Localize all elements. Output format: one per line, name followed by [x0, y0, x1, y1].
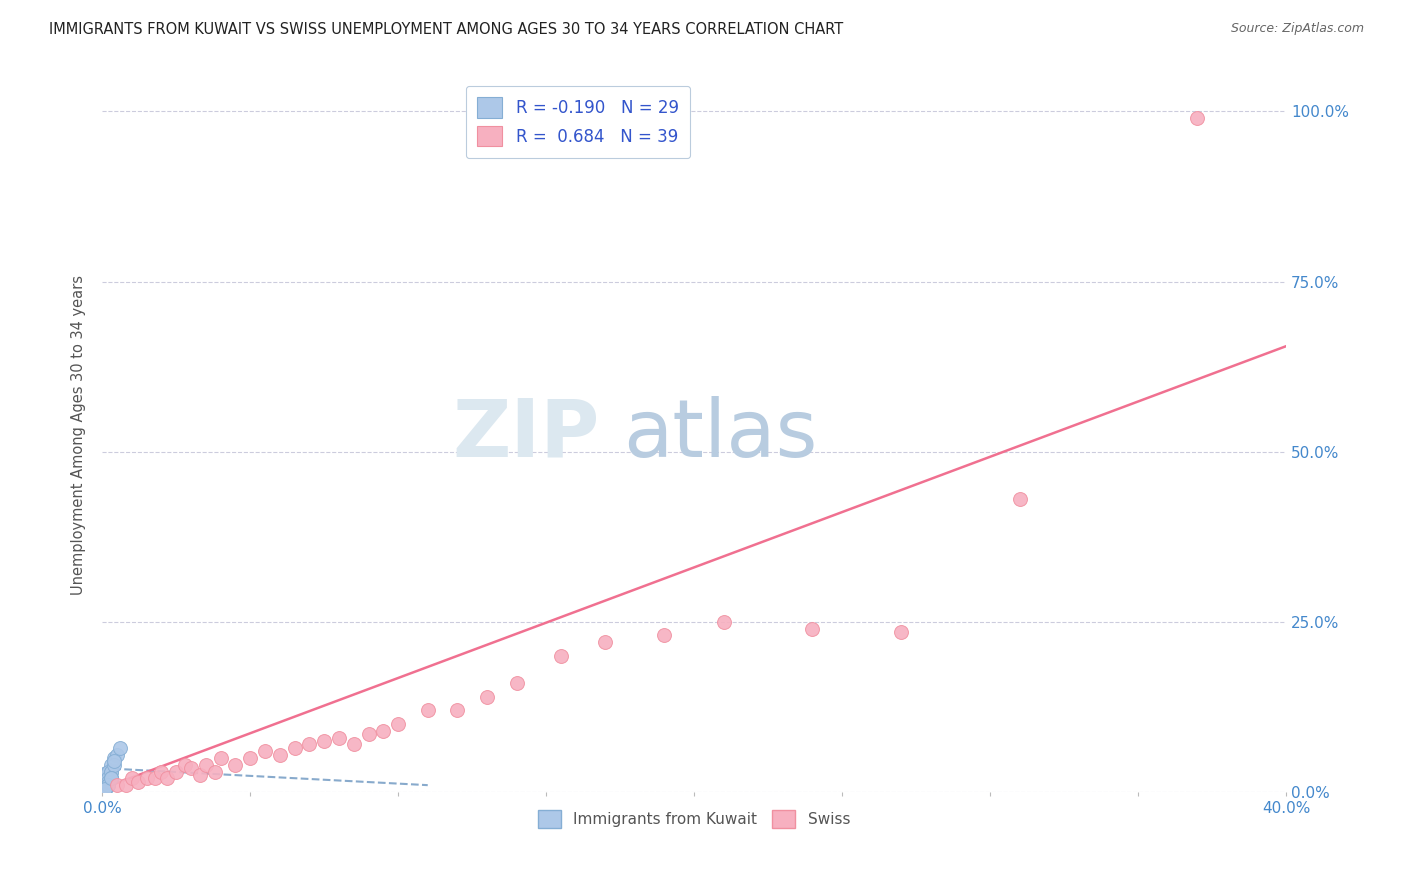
Point — [269, 747, 291, 762]
Point — [298, 737, 321, 751]
Point — [97, 778, 120, 792]
Point — [343, 737, 366, 751]
Text: IMMIGRANTS FROM KUWAIT VS SWISS UNEMPLOYMENT AMONG AGES 30 TO 34 YEARS CORRELATI: IMMIGRANTS FROM KUWAIT VS SWISS UNEMPLOY… — [49, 22, 844, 37]
Point — [801, 622, 824, 636]
Point — [108, 740, 131, 755]
Point — [100, 764, 122, 779]
Point — [595, 635, 617, 649]
Point — [97, 764, 120, 779]
Point — [94, 781, 117, 796]
Point — [180, 761, 202, 775]
Point — [97, 772, 120, 786]
Y-axis label: Unemployment Among Ages 30 to 34 years: Unemployment Among Ages 30 to 34 years — [72, 275, 86, 595]
Point — [475, 690, 498, 704]
Point — [156, 772, 179, 786]
Point — [94, 781, 117, 796]
Point — [94, 778, 117, 792]
Legend: Immigrants from Kuwait, Swiss: Immigrants from Kuwait, Swiss — [531, 804, 856, 834]
Point — [194, 757, 217, 772]
Point — [97, 778, 120, 792]
Point — [103, 757, 125, 772]
Point — [654, 628, 676, 642]
Point — [165, 764, 187, 779]
Point — [100, 764, 122, 779]
Point — [97, 774, 120, 789]
Point — [100, 772, 122, 786]
Point — [94, 768, 117, 782]
Point — [1185, 112, 1208, 126]
Point — [100, 772, 122, 786]
Point — [100, 772, 122, 786]
Point — [387, 717, 409, 731]
Point — [284, 740, 307, 755]
Point — [105, 778, 128, 792]
Point — [94, 781, 117, 796]
Point — [188, 768, 211, 782]
Point — [103, 751, 125, 765]
Point — [174, 757, 197, 772]
Point — [94, 781, 117, 796]
Point — [127, 774, 149, 789]
Point — [357, 727, 380, 741]
Point — [150, 764, 173, 779]
Point — [224, 757, 246, 772]
Point — [97, 778, 120, 792]
Point — [253, 744, 276, 758]
Point — [713, 615, 735, 629]
Text: Source: ZipAtlas.com: Source: ZipAtlas.com — [1230, 22, 1364, 36]
Point — [204, 764, 226, 779]
Point — [121, 772, 143, 786]
Point — [115, 778, 138, 792]
Point — [890, 625, 912, 640]
Text: atlas: atlas — [623, 396, 817, 474]
Point — [94, 781, 117, 796]
Point — [239, 751, 262, 765]
Point — [314, 734, 336, 748]
Point — [105, 747, 128, 762]
Point — [97, 778, 120, 792]
Point — [505, 676, 527, 690]
Point — [135, 772, 157, 786]
Point — [446, 703, 468, 717]
Point — [103, 755, 125, 769]
Point — [328, 731, 350, 745]
Point — [550, 648, 572, 663]
Point — [100, 757, 122, 772]
Point — [209, 751, 232, 765]
Text: ZIP: ZIP — [453, 396, 599, 474]
Point — [97, 764, 120, 779]
Point — [416, 703, 439, 717]
Point — [373, 723, 395, 738]
Point — [96, 772, 118, 786]
Point — [145, 772, 167, 786]
Point — [94, 781, 117, 796]
Point — [1008, 492, 1031, 507]
Point — [96, 774, 118, 789]
